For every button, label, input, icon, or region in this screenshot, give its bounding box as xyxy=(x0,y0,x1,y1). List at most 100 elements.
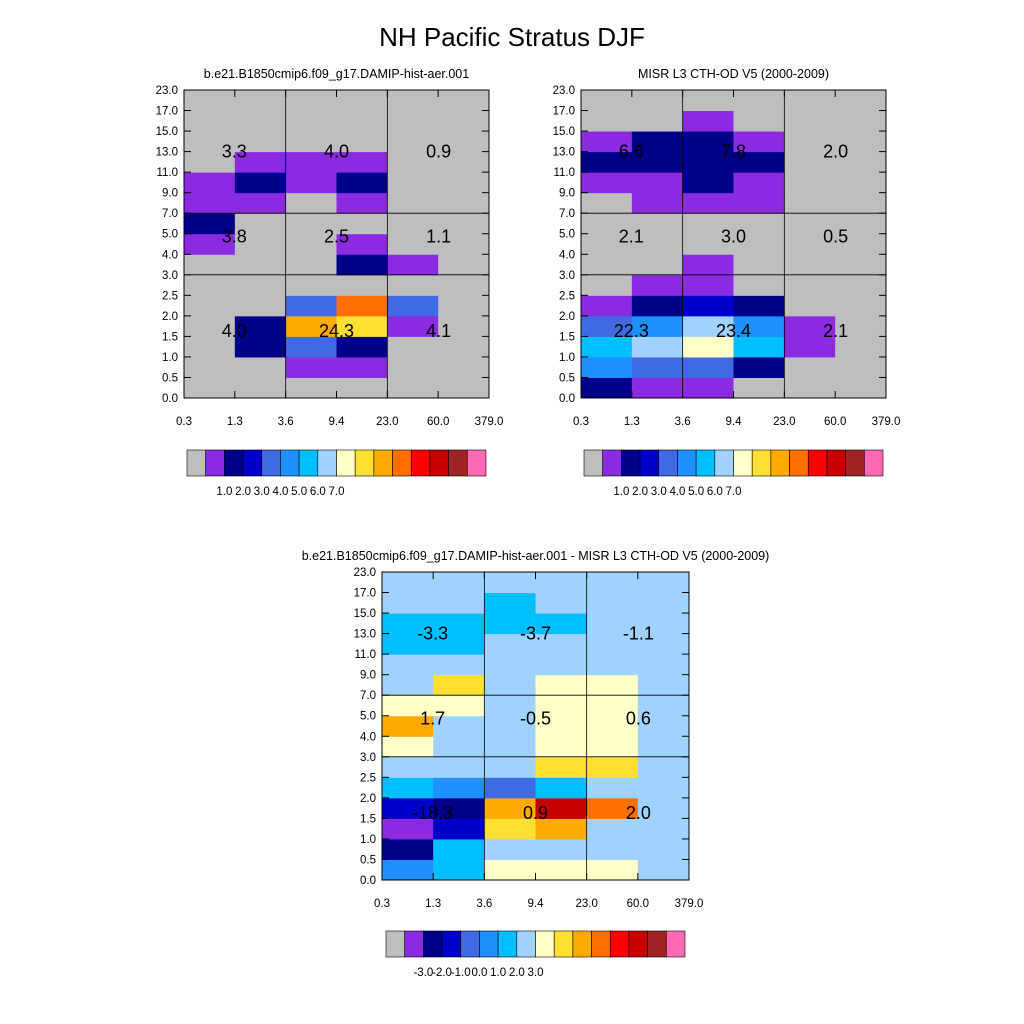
colorbar-swatch xyxy=(677,449,697,477)
data-label: 7.8 xyxy=(721,142,746,162)
heatmap-cell xyxy=(234,90,287,112)
heatmap-cell xyxy=(784,295,836,317)
colorbar-label: 1.0 xyxy=(490,967,506,979)
colorbar-swatch xyxy=(460,930,480,958)
colorbar-label: 6.0 xyxy=(310,486,326,498)
heatmap-cell xyxy=(835,233,887,255)
heatmap-cell xyxy=(586,674,639,696)
heatmap-cell xyxy=(581,356,633,378)
heatmap-cell xyxy=(387,377,439,399)
panel-title: MISR L3 CTH-OD V5 (2000-2009) xyxy=(638,67,829,81)
heatmap-cell xyxy=(234,172,287,194)
y-tick-label: 13.0 xyxy=(156,147,178,159)
heatmap-cell xyxy=(733,295,785,317)
heatmap-cell xyxy=(637,592,690,614)
y-tick-label: 2.0 xyxy=(162,311,178,323)
data-label: 6.6 xyxy=(619,142,644,162)
y-tick-label: 1.0 xyxy=(559,352,575,364)
heatmap-cell xyxy=(336,90,388,112)
y-tick-label: 3.0 xyxy=(559,270,575,282)
heatmap-cell xyxy=(535,715,588,737)
colorbar-label: -3.0 xyxy=(413,967,433,979)
heatmap-cell xyxy=(336,295,388,317)
heatmap-cell xyxy=(438,110,490,132)
heatmap-cell xyxy=(586,797,639,819)
colorbar-swatch xyxy=(516,930,536,958)
y-tick-label: 9.0 xyxy=(360,670,376,682)
heatmap-cell xyxy=(234,336,287,358)
heatmap-cell xyxy=(234,254,287,276)
heatmap-cell xyxy=(581,254,633,276)
colorbar-label: 4.0 xyxy=(272,486,288,498)
y-tick-label: 17.0 xyxy=(553,106,575,118)
heatmap-cell xyxy=(438,90,490,112)
colorbar-swatch xyxy=(535,930,555,958)
x-tick-label: 1.3 xyxy=(227,416,243,428)
heatmap-cell xyxy=(682,110,734,132)
heatmap-cell xyxy=(535,674,588,696)
heatmap-cell xyxy=(733,336,785,358)
colorbar-swatch xyxy=(224,449,244,477)
heatmap-cell xyxy=(586,859,639,881)
heatmap-cell xyxy=(586,715,639,737)
heatmap-cell xyxy=(535,797,588,819)
data-label: 2.0 xyxy=(823,142,848,162)
heatmap-cell xyxy=(382,695,434,717)
heatmap-cell xyxy=(382,736,434,758)
x-tick-label: 3.6 xyxy=(675,416,691,428)
heatmap-cell xyxy=(733,233,785,255)
heatmap-cell xyxy=(285,336,337,358)
colorbar-swatch xyxy=(864,449,884,477)
heatmap-cell xyxy=(234,213,287,235)
heatmap-cell xyxy=(784,192,836,214)
colorbar-swatch xyxy=(336,449,356,477)
y-tick-label: 11.0 xyxy=(156,167,178,179)
heatmap-cell xyxy=(682,356,734,378)
x-tick-label: 60.0 xyxy=(627,898,649,910)
heatmap-cell xyxy=(382,756,434,778)
colorbar-label: 5.0 xyxy=(291,486,307,498)
colorbar-swatch xyxy=(354,449,375,477)
heatmap-cell xyxy=(433,715,485,737)
heatmap-cell xyxy=(784,377,836,399)
heatmap-cell xyxy=(835,213,887,235)
heatmap-cell xyxy=(535,838,588,860)
heatmap-cell xyxy=(682,274,734,296)
heatmap-cell xyxy=(438,356,490,378)
data-label: 23.4 xyxy=(716,321,751,341)
heatmap-cell xyxy=(581,172,633,194)
colorbar-swatch xyxy=(186,449,206,477)
data-label: 3.8 xyxy=(222,226,247,246)
heatmap-cell xyxy=(733,274,785,296)
heatmap-cell xyxy=(581,233,633,255)
heatmap-cell xyxy=(433,777,485,799)
heatmap-cell xyxy=(336,110,388,132)
heatmap-cell xyxy=(586,756,639,778)
heatmap-cell xyxy=(535,695,588,717)
heatmap-cell xyxy=(784,315,836,337)
y-tick-label: 11.0 xyxy=(553,167,575,179)
data-label: 3.0 xyxy=(721,226,746,246)
heatmap-cell xyxy=(784,356,836,378)
y-tick-label: 1.0 xyxy=(360,834,376,846)
colorbar-label: 7.0 xyxy=(329,486,345,498)
heatmap-cell xyxy=(438,172,490,194)
colorbar-swatch xyxy=(609,930,630,958)
heatmap-cell xyxy=(835,377,887,399)
heatmap-cell xyxy=(586,654,639,676)
y-tick-label: 0.5 xyxy=(559,372,575,384)
colorbar-swatch xyxy=(448,449,468,477)
panel-3: b.e21.B1850cmip6.f09_g17.DAMIP-hist-aer.… xyxy=(302,549,770,979)
colorbar-swatch xyxy=(373,449,393,477)
x-tick-label: 23.0 xyxy=(773,416,795,428)
data-label: 2.5 xyxy=(324,226,349,246)
colorbar-swatch xyxy=(845,449,865,477)
heatmap-cell xyxy=(234,233,287,255)
heatmap-cell xyxy=(387,90,439,112)
heatmap-cell xyxy=(438,315,490,337)
heatmap-cell xyxy=(784,131,836,153)
data-label: -1.1 xyxy=(623,624,654,644)
heatmap-cell xyxy=(234,274,287,296)
heatmap-cell xyxy=(835,295,887,317)
heatmap-cell xyxy=(835,254,887,276)
